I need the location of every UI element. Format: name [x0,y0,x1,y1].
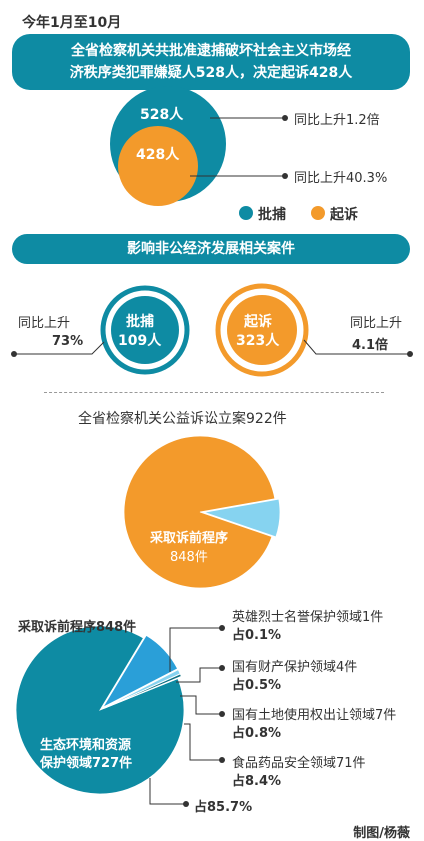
right-growth-value: 4.1倍 [352,338,389,353]
leader-dot-item-3 [219,711,225,717]
leader-dot-item-4 [219,757,225,763]
pie2-slice-heroes [103,675,183,709]
pie-pre-litigation [15,625,185,795]
main-label-line2: 保护领域727件 [40,756,133,771]
banner-summary: 全省检察机关共批准逮捕破坏社会主义市场经 济秩序类犯罪嫌疑人528人，决定起诉4… [12,34,410,90]
public-interest-headline: 全省检察机关公益诉讼立案922件 [78,411,287,427]
pie2-slice-ecology [15,625,185,795]
left-growth-value: 73% [52,334,84,349]
item-4-share: 占8.4% [232,774,282,789]
leader-line-left [14,341,105,355]
pie1-label-line1: 采取诉前程序 [150,531,229,546]
pie1-label-line2: 848件 [170,550,208,565]
credit: 制图/杨薇 [353,826,410,841]
section-divider [44,392,384,393]
leader-dot-prosecute [282,173,288,179]
item-2-name: 国有财产保护领域4件 [232,660,358,675]
leader-dot-left [11,351,17,357]
left-growth-label: 同比上升 [18,316,71,331]
item-2-share: 占0.5% [232,678,282,693]
item-4-name: 食品药品安全领域71件 [232,756,366,771]
legend-swatch-arrest [239,206,253,220]
banner-nonpublic: 影响非公经济发展相关案件 [12,234,410,264]
main-label-line1: 生态环境和资源 [40,738,132,753]
arrest-ring-outer [100,285,190,375]
prosecute-circle [118,126,198,206]
pie-public-interest [123,435,281,589]
pie1-slice-pre-litigation [123,435,276,589]
item-3-share: 占0.8% [232,726,282,741]
legend-label-arrest: 批捕 [258,207,286,223]
leader-line-item-2 [176,667,222,683]
prosecute-ring-title: 起诉 [244,314,272,330]
prosecute-ring-inner [227,295,297,365]
pre-litigation-headline: 采取诉前程序848件 [18,620,137,635]
legend-swatch-prosecute [311,206,325,220]
leader-line-right [303,339,410,355]
chart-title: 今年1月至10月 [22,15,122,31]
arrest-ring-value: 109人 [118,333,162,349]
pie1-slice-other [203,498,281,538]
pie2-slice-food-drug [101,634,179,709]
leader-dot-arrest [282,115,288,121]
prosecute-count-label: 428人 [136,147,180,163]
arrest-count-label: 528人 [140,107,184,123]
leader-dot-main [183,801,189,807]
item-1-share: 占0.1% [232,628,282,643]
arrest-ring-inner [111,296,179,364]
banner-line-2: 济秩序类犯罪嫌疑人528人，决定起诉428人 [69,65,353,81]
leader-line-item-4 [184,723,222,761]
leader-dot-item-2 [219,665,225,671]
leader-line-item-3 [180,695,222,715]
prosecute-ring-outer [215,283,309,377]
item-3-name: 国有土地使用权出让领域7件 [232,708,397,723]
legend-label-prosecute: 起诉 [330,207,358,223]
leader-line-item-1 [169,627,222,672]
leader-line-main [149,778,186,805]
right-growth-label: 同比上升 [350,316,403,331]
arrest-ring-title: 批捕 [126,314,154,330]
banner-line-1: 全省检察机关共批准逮捕破坏社会主义市场经 [71,43,351,59]
main-share-label: 占85.7% [194,800,253,815]
leader-dot-right [407,351,413,357]
leader-dot-item-1 [219,625,225,631]
arrest-growth-label: 同比上升1.2倍 [294,113,380,128]
item-1-name: 英雄烈士名誉保护领域1件 [232,610,384,625]
prosecute-growth-label: 同比上升40.3% [294,171,388,186]
prosecute-ring-value: 323人 [236,333,280,349]
